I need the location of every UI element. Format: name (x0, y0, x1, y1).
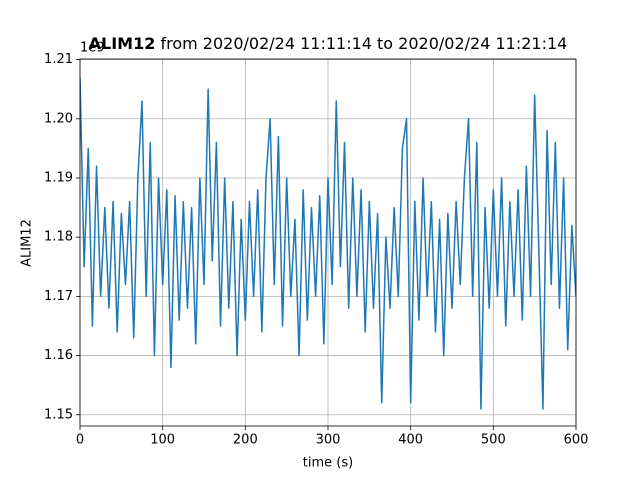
y-tick-label: 1.15 (44, 407, 73, 422)
y-tick-label: 1.18 (44, 230, 73, 245)
chart-title: ALIM12 from 2020/02/24 11:11:14 to 2020/… (89, 34, 568, 53)
y-tick-label: 1.16 (44, 348, 73, 363)
x-tick-label: 100 (150, 433, 175, 448)
x-tick-label: 400 (398, 433, 423, 448)
title-bold: ALIM12 (89, 34, 156, 53)
axes-frame (79, 58, 577, 427)
x-tick-label: 300 (316, 433, 341, 448)
y-tick-label: 1.17 (44, 289, 73, 304)
x-tick-label: 500 (481, 433, 506, 448)
x-axis-label: time (s) (303, 456, 353, 471)
y-tick-label: 1.21 (44, 52, 73, 67)
y-tick-label: 1.19 (44, 170, 73, 185)
y-axis-label: ALIM12 (20, 219, 35, 267)
data-line (80, 77, 576, 410)
x-tick-label: 200 (233, 433, 258, 448)
title-rest: from 2020/02/24 11:11:14 to 2020/02/24 1… (160, 34, 567, 53)
x-tick-label: 600 (564, 433, 589, 448)
y-tick-label: 1.20 (44, 111, 73, 126)
offset-text: 1e9 (80, 41, 105, 56)
x-tick-label: 0 (76, 433, 84, 448)
